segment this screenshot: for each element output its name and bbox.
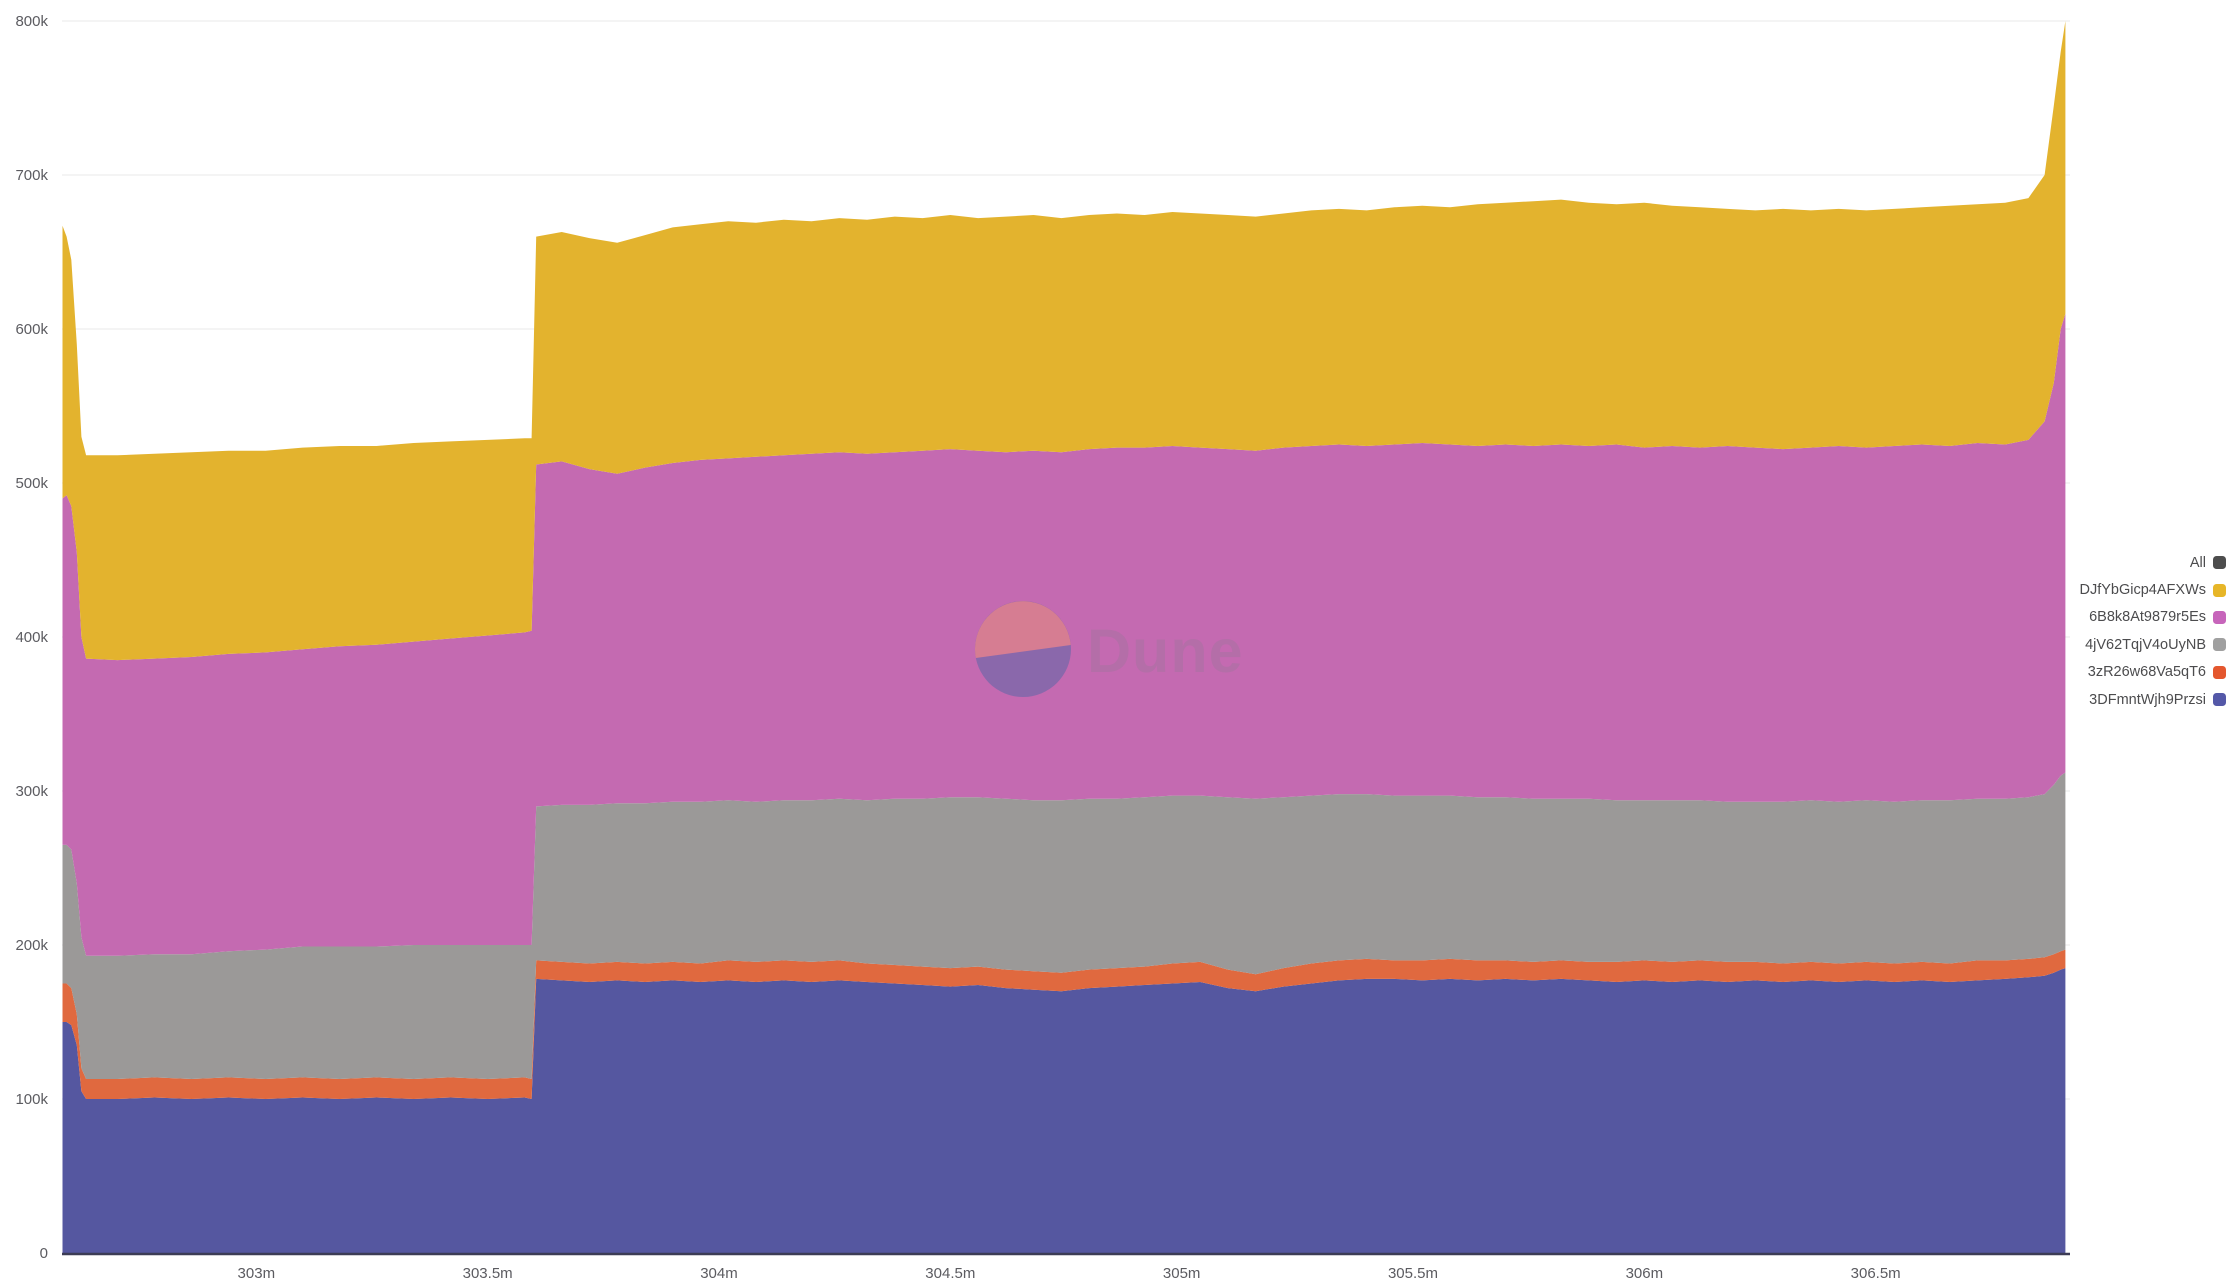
y-tick-label: 300k <box>15 783 48 800</box>
area-series-3DFmntWjh9Przsi[interactable] <box>62 968 2066 1253</box>
x-tick-label: 306.5m <box>1851 1265 1901 1282</box>
legend-item[interactable]: All <box>2190 549 2226 576</box>
legend-color-chip <box>2213 583 2226 597</box>
x-tick-label: 305m <box>1163 1265 1201 1282</box>
y-tick-label: 100k <box>15 1091 48 1108</box>
legend-item-label: 3DFmntWjh9Przsi <box>2089 691 2206 708</box>
legend-color-chip <box>2213 638 2226 652</box>
x-tick-label: 306m <box>1626 1265 1664 1282</box>
y-tick-label: 700k <box>15 167 48 184</box>
legend-item-label: 6B8k8At9879r5Es <box>2089 609 2206 626</box>
legend-item[interactable]: 4jV62TqjV4oUyNB <box>2085 631 2226 658</box>
y-tick-label: 600k <box>15 321 48 338</box>
legend-item[interactable]: DJfYbGicp4AFXWs <box>2079 576 2226 603</box>
legend-item[interactable]: 3DFmntWjh9Przsi <box>2089 686 2226 713</box>
y-tick-label: 200k <box>15 937 48 954</box>
legend: All DJfYbGicp4AFXWs 6B8k8At9879r5Es 4jV62Tq… <box>2016 549 2226 713</box>
legend-color-chip <box>2213 610 2226 624</box>
legend-item-label: All <box>2189 554 2206 571</box>
y-tick-label: 400k <box>15 629 48 646</box>
x-tick-label: 305.5m <box>1388 1265 1438 1282</box>
legend-color-chip <box>2213 693 2226 707</box>
legend-item-label: 3zR26w68Va5qT6 <box>2087 664 2206 681</box>
legend-item-label: DJfYbGicp4AFXWs <box>2079 582 2207 599</box>
y-tick-label: 800k <box>15 13 48 30</box>
x-tick-label: 304.5m <box>925 1265 975 1282</box>
y-tick-label: 0 <box>40 1245 48 1262</box>
legend-item[interactable]: 6B8k8At9879r5Es <box>2089 604 2226 631</box>
legend-item[interactable]: 3zR26w68Va5qT6 <box>2088 659 2226 686</box>
area-series-DJfYbGicp4AFXWs[interactable] <box>62 21 2066 661</box>
area-series-3zR26w68Va5qT6[interactable] <box>62 949 2066 1099</box>
legend-color-chip <box>2213 665 2226 679</box>
legend-item-label: 4jV62TqjV4oUyNB <box>2085 636 2206 653</box>
x-tick-label: 304m <box>700 1265 738 1282</box>
area-series-4jV62TqjV4oUyNB[interactable] <box>62 772 2066 1080</box>
legend-color-chip <box>2213 556 2226 570</box>
x-tick-label: 303m <box>238 1265 276 1282</box>
x-tick-label: 303.5m <box>463 1265 513 1282</box>
y-tick-label: 500k <box>15 475 48 492</box>
